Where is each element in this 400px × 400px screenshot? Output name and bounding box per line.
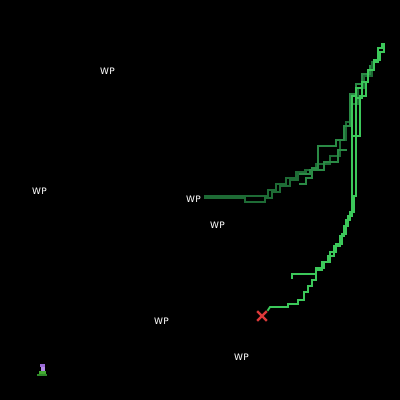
waypoint-label-1: WP: [100, 67, 115, 77]
waypoint-label-2: WP: [32, 187, 47, 197]
x-marker-icon[interactable]: [256, 310, 268, 322]
trail-mid-segment-2: [299, 149, 347, 175]
trail-bright-segment-1: [266, 43, 385, 312]
trail-dark-segment-2: [204, 171, 307, 197]
waypoint-label-6: WP: [234, 353, 249, 363]
waypoint-label-4: WP: [210, 221, 225, 231]
waypoint-label-3: WP: [186, 195, 201, 205]
trail-bright: [266, 43, 385, 312]
trail-bright-segment-2: [291, 83, 367, 279]
trail-bright-segment-3: [351, 87, 361, 181]
waypoint-label-5: WP: [154, 317, 169, 327]
player-sprite-icon[interactable]: [37, 364, 47, 376]
